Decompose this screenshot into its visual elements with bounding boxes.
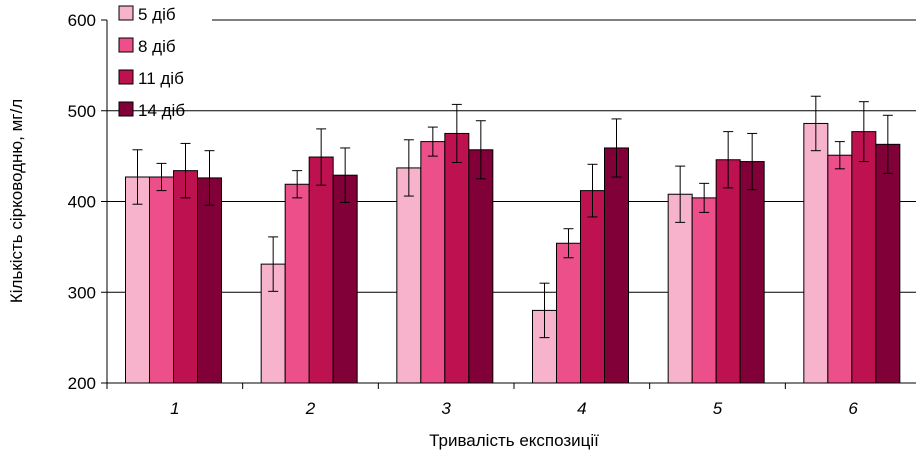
bar [580,190,605,384]
legend-label: 14 діб [138,101,185,120]
tick-labels: 200 300 400 500 600 1 2 3 4 5 6 [68,11,859,418]
axes [101,19,916,389]
bar [468,149,494,384]
y-tick-label: 200 [68,374,96,393]
bar [803,122,829,384]
y-tick-label: 300 [68,283,96,302]
y-tick-label: 400 [68,193,96,212]
bar [125,176,150,384]
x-tick-label: 2 [305,399,316,418]
x-axis-label: Тривалість експозиції [429,431,599,450]
bar [739,161,765,384]
y-tick-label: 500 [68,102,96,121]
legend-swatch [118,69,134,85]
legend-label: 8 діб [138,37,176,56]
bar [851,131,877,384]
bar [197,177,222,384]
bar [308,156,334,384]
bar [396,167,422,384]
bar [444,132,470,384]
bar [420,141,446,384]
y-tick-label: 600 [68,11,96,30]
legend-swatch [118,101,134,117]
legend-swatch [118,5,134,21]
x-tick-label: 1 [170,399,179,418]
grid-lines [107,19,916,293]
bars [125,122,901,384]
bar [691,197,717,384]
legend-label: 11 діб [138,69,184,88]
x-tick-label: 3 [441,399,451,418]
legend-label: 5 діб [138,5,176,24]
bar [875,143,901,384]
legend-swatch [118,37,134,53]
x-tick-label: 6 [848,399,858,418]
x-tick-label: 5 [713,399,723,418]
x-tick-label: 4 [577,399,586,418]
bar [149,176,174,384]
bar [556,242,581,384]
y-axis-label: Кількість сірководню, мг/л [7,99,26,303]
bar [604,147,629,384]
bar [173,170,198,384]
bar [715,159,741,384]
bar [332,174,358,384]
bar [284,183,310,384]
error-bars [132,95,893,339]
legend: 5 діб 8 діб 11 діб 14 діб [118,5,185,120]
bar [827,154,853,384]
